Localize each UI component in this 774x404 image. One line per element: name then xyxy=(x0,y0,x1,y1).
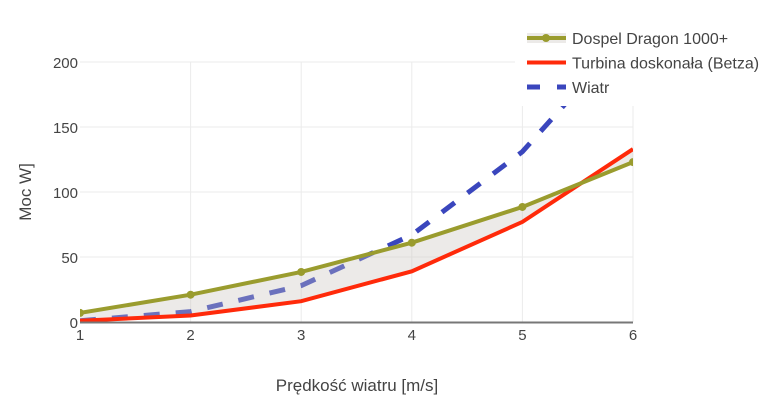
legend-label: Wiatr xyxy=(572,80,610,97)
data-point-dospel xyxy=(629,158,633,167)
legend-item[interactable]: Turbina doskonała (Betza) xyxy=(527,56,759,73)
legend-label: Turbina doskonała (Betza) xyxy=(572,56,759,73)
legend-item[interactable]: Wiatr xyxy=(527,80,610,97)
data-point-dospel xyxy=(80,308,84,317)
x-tick-label: 4 xyxy=(408,327,416,344)
y-tick-label: 100 xyxy=(53,185,78,202)
data-point-dospel xyxy=(186,290,195,299)
x-tick-label: 1 xyxy=(76,327,84,344)
data-point-dospel xyxy=(518,202,527,211)
x-tick-label: 3 xyxy=(297,327,305,344)
y-tick-label: 50 xyxy=(61,250,78,267)
fill-area-dospel xyxy=(80,149,633,321)
series-line-dospel xyxy=(80,160,633,315)
x-tick-label: 5 xyxy=(518,327,526,344)
y-tick-label: 150 xyxy=(53,120,78,137)
series-line-wiatr xyxy=(80,62,607,323)
y-tick-label: 200 xyxy=(53,55,78,72)
legend-item[interactable]: Dospel Dragon 1000+ xyxy=(527,31,728,48)
x-tick-label: 6 xyxy=(629,327,637,344)
data-point-dospel xyxy=(407,238,416,247)
legend-label: Dospel Dragon 1000+ xyxy=(572,31,728,48)
series-line-turbina xyxy=(80,147,633,323)
x-tick-label: 2 xyxy=(186,327,194,344)
x-axis-label: Prędkość wiatru [m/s] xyxy=(276,376,439,395)
y-tick-label: 0 xyxy=(70,315,78,332)
y-axis-label: Moc W] xyxy=(16,163,35,221)
data-point-dospel xyxy=(297,267,306,276)
legend-marker xyxy=(542,34,550,42)
